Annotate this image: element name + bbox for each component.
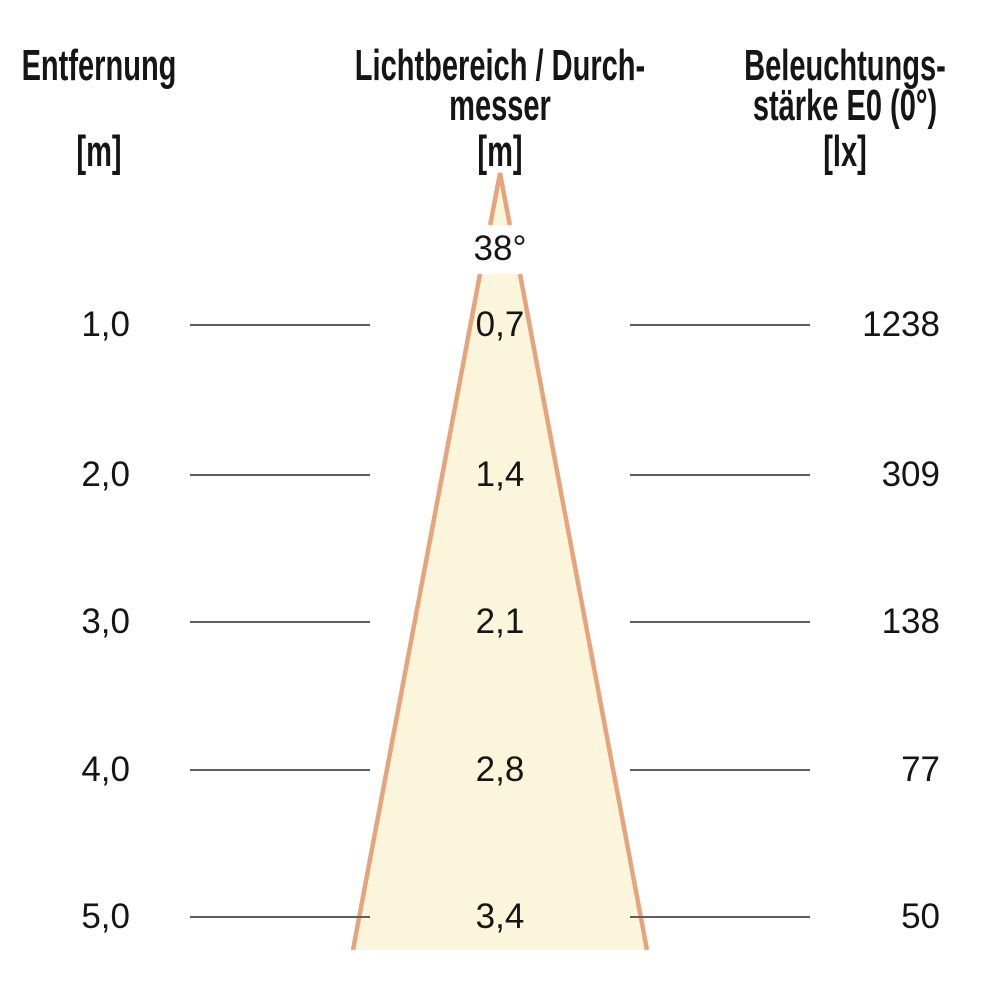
distance-value: 2,0 xyxy=(81,455,130,494)
column-header-distance: Entfernung xyxy=(21,41,177,90)
column-header-illuminance-line1: Beleuchtungs- xyxy=(744,41,946,90)
distance-value: 3,0 xyxy=(81,602,130,641)
row-line-left xyxy=(190,769,370,771)
unit-label-illuminance: [lx] xyxy=(823,127,867,176)
row-line-left xyxy=(190,621,370,623)
cone-edge-left xyxy=(350,273,483,951)
distance-value: 4,0 xyxy=(81,750,130,789)
illuminance-value: 50 xyxy=(901,897,940,936)
row-line-right xyxy=(630,474,810,476)
beam-angle-label: 38° xyxy=(473,229,527,268)
diameter-value: 1,4 xyxy=(475,455,525,494)
cone-edge-right xyxy=(517,273,650,951)
unit-label-distance: [m] xyxy=(76,127,122,176)
cone-body xyxy=(353,274,647,950)
illuminance-value: 309 xyxy=(881,455,940,494)
illuminance-value: 77 xyxy=(901,750,940,789)
diameter-value: 2,1 xyxy=(475,602,525,641)
cone-apex xyxy=(487,172,513,226)
illuminance-value: 1238 xyxy=(862,305,940,344)
column-header-diameter-line1: Lichtbereich / Durch- xyxy=(354,41,646,90)
row-line-right xyxy=(630,621,810,623)
row-line-left xyxy=(190,916,370,918)
column-header-diameter-line2: messer xyxy=(449,81,551,130)
illuminance-value: 138 xyxy=(881,602,940,641)
distance-value: 5,0 xyxy=(81,897,130,936)
unit-label-diameter: [m] xyxy=(477,127,523,176)
distance-value: 1,0 xyxy=(81,305,130,344)
row-line-right xyxy=(630,916,810,918)
row-line-right xyxy=(630,324,810,326)
column-header-illuminance-line2: stärke E0 (0°) xyxy=(752,81,938,130)
diameter-value: 0,7 xyxy=(475,305,525,344)
diameter-value: 3,4 xyxy=(475,897,525,936)
row-line-right xyxy=(630,769,810,771)
row-line-left xyxy=(190,474,370,476)
row-line-left xyxy=(190,324,370,326)
diameter-value: 2,8 xyxy=(475,750,525,789)
